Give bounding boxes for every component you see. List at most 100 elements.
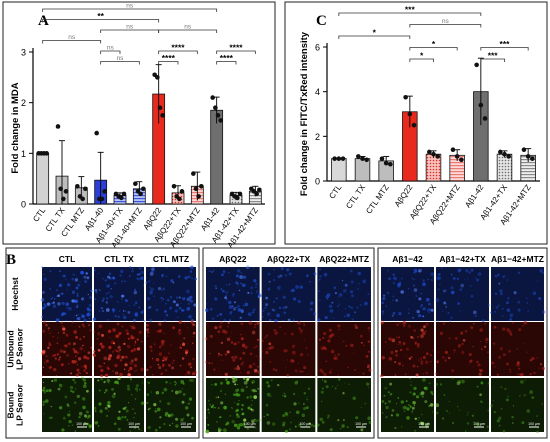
micrograph-speckle (498, 304, 500, 306)
chart-a-data-point (99, 196, 105, 202)
micrograph-speckle (512, 405, 515, 407)
micrograph-speckle (54, 357, 57, 360)
micrograph-speckle (175, 382, 178, 384)
micrograph-speckle (243, 304, 245, 307)
chart-a-data-point (155, 75, 160, 80)
micrograph-speckle (444, 350, 449, 355)
micrograph-speckle (418, 359, 420, 361)
micrograph-speckle (435, 383, 439, 386)
micrograph-speckle (398, 341, 402, 344)
micrograph-speckle (286, 373, 290, 377)
chart-a-significance-label: ns (107, 45, 115, 52)
chart-c-significance-label: *** (488, 51, 499, 61)
micrograph-speckle (234, 402, 236, 404)
micrograph-speckle (151, 267, 155, 271)
micrograph-speckle (138, 330, 142, 334)
micrograph-speckle (437, 351, 439, 353)
micrograph-speckle (318, 278, 321, 281)
micrograph-speckle (186, 370, 191, 375)
micrograph-speckle (477, 363, 481, 367)
micrograph-speckle (210, 405, 213, 409)
micrograph-speckle (292, 344, 295, 347)
micrograph-speckle (175, 296, 179, 299)
micrograph-speckle (384, 402, 387, 405)
micrograph-speckle (328, 328, 333, 332)
micrograph-speckle (470, 285, 472, 287)
micrograph-speckle (155, 391, 160, 395)
micrograph-speckle (46, 302, 51, 306)
micrograph-speckle (502, 327, 506, 331)
micrograph-speckle (182, 341, 185, 344)
micrograph-speckle (400, 400, 404, 404)
micrograph-speckle (232, 295, 235, 298)
micrograph-speckle (113, 381, 117, 384)
micrograph-speckle (217, 407, 220, 410)
micrograph-speckle (41, 306, 45, 310)
micrograph-speckle (280, 266, 284, 271)
micrograph-speckle (439, 283, 441, 286)
micrograph-speckle (72, 273, 75, 276)
micrograph-speckle (87, 351, 91, 355)
micrograph-speckle (134, 412, 136, 415)
micrograph-speckle (303, 339, 305, 341)
micrograph-speckle (251, 419, 255, 424)
micrograph-speckle (432, 276, 435, 279)
micrograph-speckle (242, 275, 247, 279)
micrograph-speckle (225, 283, 228, 286)
micrograph-speckle (58, 270, 61, 273)
micrograph-speckle (220, 429, 223, 431)
micrograph-speckle (93, 269, 96, 272)
micrograph-speckle (82, 384, 87, 389)
micrograph-speckle (532, 291, 537, 295)
micrograph-speckle (43, 391, 46, 394)
micrograph-speckle (154, 408, 157, 410)
micrograph-speckle (412, 400, 416, 405)
micrograph-speckle (246, 377, 250, 381)
chart-c-significance-label: *** (500, 39, 511, 49)
micrograph-speckle (217, 396, 220, 398)
chart-c-bar (354, 158, 371, 182)
micrograph-speckle (212, 317, 214, 320)
micrograph-speckle (164, 414, 167, 417)
micrograph-speckle (235, 388, 239, 393)
micrograph-speckle (437, 272, 441, 277)
micrograph-speckle (105, 301, 108, 304)
micrograph-speckle (241, 413, 244, 416)
chart-a-significance-bracket (42, 40, 102, 44)
micrograph-speckle (381, 355, 386, 360)
micrograph-speckle (487, 304, 490, 307)
micrograph-speckle (140, 429, 142, 431)
micrograph-speckle (234, 383, 237, 386)
chart-c-y-tick-label: 4 (315, 87, 320, 97)
chart-c-data-point (388, 161, 393, 167)
micrograph-speckle (337, 324, 341, 328)
micrograph-speckle (413, 268, 418, 273)
micrograph-speckle (291, 288, 295, 293)
micrograph-speckle (247, 312, 252, 317)
micrograph-speckle (82, 378, 87, 382)
micrograph-speckle (343, 268, 345, 270)
micrograph-speckle (87, 414, 91, 418)
chart-c-data-point (521, 147, 527, 153)
micrograph-speckle (445, 289, 447, 291)
micrograph-speckle (489, 404, 493, 408)
micrograph-speckle (121, 294, 125, 298)
micrograph-speckle (295, 410, 300, 415)
panel-b-letter: B (6, 252, 16, 268)
micrograph-speckle (116, 372, 119, 375)
micrograph-speckle (350, 343, 354, 348)
micrograph-speckle (169, 382, 171, 384)
micrograph-speckle (406, 407, 410, 411)
micrograph-speckle (107, 329, 112, 333)
chart-c-data-point (506, 154, 511, 159)
row-label: BoundLP Sensor (6, 383, 25, 426)
micrograph-speckle (70, 389, 73, 393)
micrograph-speckle (240, 333, 242, 336)
micrograph-speckle (274, 319, 278, 323)
micrograph-speckle (160, 289, 162, 291)
micrograph-speckle (367, 330, 370, 332)
micrograph-speckle (94, 410, 97, 412)
micrograph-speckle (140, 367, 144, 372)
micrograph-speckle (43, 304, 47, 308)
